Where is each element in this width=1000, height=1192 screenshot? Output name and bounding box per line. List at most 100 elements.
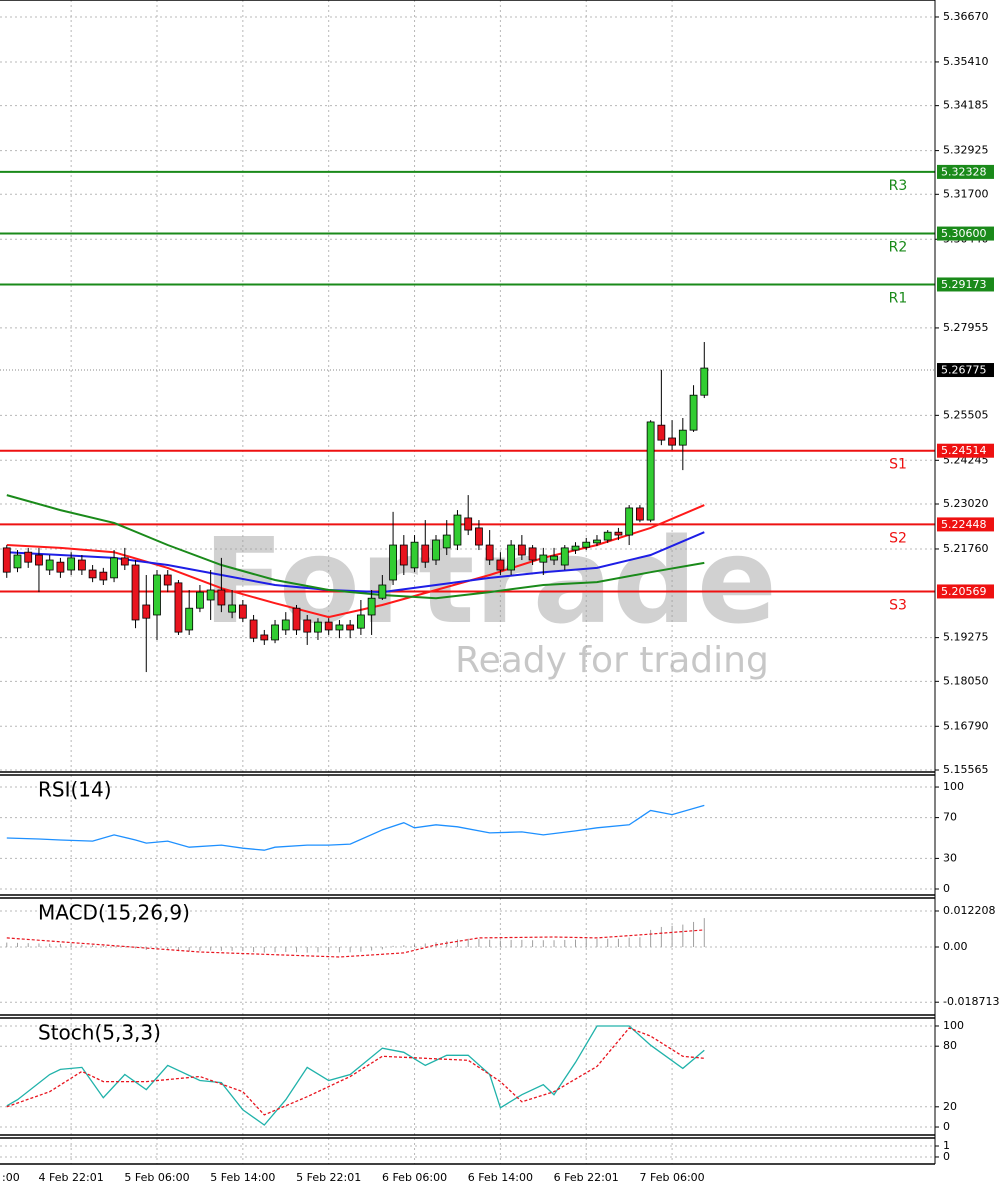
candle-body bbox=[528, 547, 537, 561]
x-tick-label: 4 Feb 22:01 bbox=[39, 1171, 104, 1184]
level-price-label: 5.20569 bbox=[941, 585, 987, 598]
candle-body bbox=[13, 554, 22, 569]
candle-body bbox=[131, 564, 140, 621]
candle-body bbox=[99, 571, 108, 581]
candle-body bbox=[421, 544, 430, 563]
candle-body bbox=[625, 507, 634, 536]
candle-body bbox=[35, 554, 43, 566]
y-tick-label: 0 bbox=[943, 882, 950, 895]
candle-body bbox=[464, 517, 473, 531]
y-tick-label: 5.35410 bbox=[943, 55, 989, 68]
candle-body bbox=[517, 544, 526, 556]
y-tick-label: 30 bbox=[943, 851, 957, 864]
candle-body bbox=[174, 582, 183, 633]
y-tick-label: 100 bbox=[943, 780, 964, 793]
candle-body bbox=[571, 545, 580, 551]
candle-body bbox=[700, 367, 709, 396]
candle-body bbox=[550, 555, 558, 561]
y-tick-label: 5.27955 bbox=[943, 321, 989, 334]
y-tick-label: 5.15565 bbox=[943, 763, 989, 776]
level-price-box bbox=[937, 164, 994, 179]
candle-body bbox=[281, 619, 290, 631]
candle-body bbox=[453, 514, 462, 546]
x-tick-label: :00 bbox=[2, 1171, 20, 1184]
candle-body bbox=[335, 624, 344, 631]
candle-body bbox=[635, 507, 644, 521]
indicator-line bbox=[6, 1027, 705, 1116]
candle-body bbox=[24, 551, 33, 563]
candle-body bbox=[2, 547, 11, 573]
candle-body bbox=[367, 597, 376, 616]
candle-body bbox=[410, 541, 419, 569]
candle-body bbox=[249, 619, 258, 639]
level-price-label: 5.30600 bbox=[941, 227, 987, 240]
candle-body bbox=[399, 544, 408, 566]
y-tick-label: 5.34185 bbox=[943, 99, 989, 112]
level-name: R3 bbox=[889, 178, 908, 194]
candle-body bbox=[389, 544, 397, 581]
x-tick-label: 5 Feb 14:00 bbox=[210, 1171, 275, 1184]
candle-body bbox=[77, 559, 86, 571]
moving-average bbox=[6, 494, 705, 600]
level-name: S1 bbox=[889, 457, 907, 473]
candle-body bbox=[314, 621, 322, 633]
candle-body bbox=[45, 559, 54, 571]
y-tick-label: 80 bbox=[943, 1039, 957, 1052]
candle-body bbox=[507, 544, 516, 571]
y-tick-label: 100 bbox=[943, 1019, 964, 1032]
indicator-line bbox=[6, 804, 705, 851]
candle-body bbox=[485, 544, 494, 561]
candle-body bbox=[142, 604, 151, 619]
level-price-box bbox=[937, 277, 994, 292]
candle-body bbox=[292, 607, 301, 631]
level-name: R1 bbox=[889, 290, 908, 306]
y-tick-label: 5.19275 bbox=[943, 631, 989, 644]
level-price-label: 5.32328 bbox=[941, 165, 987, 178]
x-tick-label: 6 Feb 14:00 bbox=[468, 1171, 533, 1184]
candle-body bbox=[228, 604, 237, 613]
y-tick-label: 0.00 bbox=[943, 940, 968, 953]
y-tick-label: 20 bbox=[943, 1100, 957, 1113]
level-price-box bbox=[937, 584, 994, 599]
level-price-box bbox=[937, 443, 994, 458]
candle-body bbox=[196, 591, 204, 609]
y-tick-label: 0.012208 bbox=[943, 904, 996, 917]
y-tick-label: 5.32925 bbox=[943, 144, 989, 157]
x-tick-label: 6 Feb 06:00 bbox=[382, 1171, 447, 1184]
candle-body bbox=[689, 394, 698, 431]
candle-body bbox=[185, 607, 194, 631]
watermark-slogan: Ready for trading bbox=[455, 640, 769, 681]
y-tick-label: 5.21760 bbox=[943, 542, 989, 555]
y-tick-label: 70 bbox=[943, 811, 957, 824]
y-tick-label: -0.018713 bbox=[943, 995, 999, 1008]
candle-body bbox=[646, 421, 655, 521]
y-tick-label: 5.25505 bbox=[943, 408, 989, 421]
level-name: S2 bbox=[889, 530, 907, 546]
y-tick-label: 5.31700 bbox=[943, 187, 989, 200]
candle-body bbox=[303, 619, 312, 633]
candle-body bbox=[120, 557, 129, 566]
candle-body bbox=[238, 604, 247, 619]
y-tick-label: 0 bbox=[943, 1150, 950, 1163]
candle-body bbox=[560, 547, 569, 566]
level-price-label: 5.29173 bbox=[941, 278, 987, 291]
candle-body bbox=[475, 527, 483, 546]
candle-body bbox=[432, 539, 440, 561]
candle-body bbox=[593, 539, 601, 544]
y-tick-label: 5.23020 bbox=[943, 497, 989, 510]
candle-body bbox=[614, 531, 623, 536]
x-tick-label: 5 Feb 06:00 bbox=[124, 1171, 189, 1184]
level-price-box bbox=[937, 226, 994, 241]
candle-body bbox=[539, 554, 548, 563]
candle-body bbox=[668, 437, 676, 446]
y-tick-label: 0 bbox=[943, 1120, 950, 1133]
candle-body bbox=[153, 574, 161, 616]
candle-body bbox=[110, 557, 118, 579]
candle-body bbox=[678, 429, 687, 446]
candle-body bbox=[88, 569, 97, 579]
candle-body bbox=[496, 559, 505, 571]
y-tick-label: 5.36670 bbox=[943, 10, 989, 23]
x-tick-label: 5 Feb 22:01 bbox=[296, 1171, 361, 1184]
level-name: R2 bbox=[889, 240, 908, 256]
panel-title: Stoch(5,3,3) bbox=[38, 1021, 161, 1045]
